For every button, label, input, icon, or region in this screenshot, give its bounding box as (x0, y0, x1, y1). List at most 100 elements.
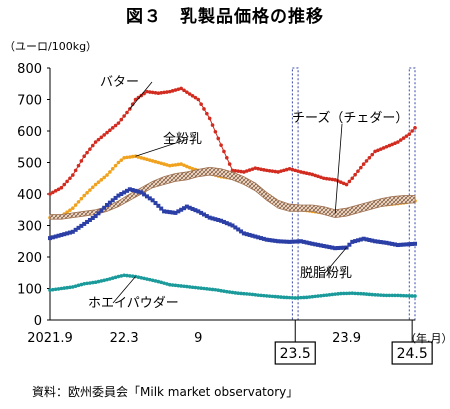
series-marker (219, 288, 223, 293)
highlight-label: 23.5 (280, 346, 311, 362)
series-marker (59, 286, 64, 291)
series-marker (407, 294, 412, 298)
y-tick-label: 400 (17, 188, 42, 203)
highlight-label-box (391, 341, 433, 365)
series-marker (376, 148, 380, 153)
series-marker (193, 208, 198, 213)
series-marker (244, 169, 249, 173)
series-marker (307, 241, 312, 246)
series-marker (85, 219, 90, 224)
y-tick-label: 300 (17, 220, 42, 235)
series-marker (70, 229, 75, 234)
series-marker (56, 233, 61, 238)
series-marker (150, 159, 155, 163)
series-marker (68, 285, 72, 290)
series-marker (153, 279, 158, 283)
series-marker (79, 159, 84, 163)
series-marker (204, 214, 209, 219)
series-marker (182, 284, 186, 289)
series-marker (105, 173, 109, 177)
series-marker (413, 294, 417, 298)
series-marker (108, 170, 112, 174)
series-marker (222, 289, 226, 293)
chart-title: 図３ 乳製品価格の推移 (126, 7, 324, 27)
series-marker (145, 89, 149, 94)
series-marker (207, 287, 212, 291)
series-band-cheddar (49, 166, 416, 220)
series-marker (264, 237, 269, 242)
series-marker (173, 88, 178, 92)
series-marker (193, 285, 198, 290)
series-marker (62, 286, 67, 290)
series-marker (176, 209, 181, 214)
series-marker (304, 171, 309, 176)
series-marker (150, 198, 155, 203)
series-marker (404, 242, 409, 247)
series-marker (108, 128, 112, 133)
series-marker (398, 293, 403, 298)
series-marker (113, 163, 118, 168)
series-marker (102, 205, 107, 210)
series-marker (102, 175, 106, 180)
series-marker (364, 237, 369, 242)
series-marker (99, 135, 104, 140)
series-marker (82, 281, 87, 286)
series-marker (116, 274, 121, 279)
series-marker (122, 155, 126, 160)
series-marker (281, 239, 286, 244)
series-marker (370, 292, 375, 297)
series-marker (150, 278, 155, 283)
series-marker (361, 162, 366, 166)
series-marker (296, 239, 301, 244)
annotation-leader-line (112, 276, 136, 304)
series-marker (224, 155, 229, 160)
series-marker (393, 141, 397, 146)
series-marker (364, 292, 369, 296)
series-marker (256, 235, 261, 240)
series-marker (333, 178, 337, 182)
series-marker (142, 276, 146, 281)
series-marker (96, 180, 101, 184)
series-marker (139, 155, 144, 160)
series-marker (153, 91, 158, 95)
series-marker (290, 295, 295, 300)
series-marker (370, 152, 375, 157)
series-marker (239, 169, 243, 174)
series-marker (159, 280, 164, 285)
series-marker (193, 95, 198, 100)
series-marker (130, 102, 135, 107)
series-marker (256, 293, 260, 297)
series-marker (367, 155, 372, 160)
series-marker (190, 94, 195, 98)
series-marker (253, 234, 258, 239)
series-marker (82, 154, 87, 158)
series-marker (213, 287, 218, 292)
series-marker (156, 203, 161, 208)
series-marker (102, 278, 106, 283)
series-marker (190, 285, 195, 290)
series-marker (356, 169, 360, 173)
series-marker (378, 147, 383, 151)
series-marker (330, 245, 335, 250)
series-marker (93, 280, 98, 285)
series-marker (344, 182, 349, 187)
series-marker (170, 163, 175, 168)
series-marker (398, 138, 403, 142)
series-marker (150, 90, 155, 95)
series-marker (384, 240, 389, 245)
series-marker (282, 295, 286, 300)
series-marker (164, 209, 169, 214)
series-marker (330, 177, 335, 182)
series-marker (224, 221, 229, 226)
series-marker (170, 210, 175, 215)
series-marker (250, 233, 255, 238)
series-marker (76, 283, 81, 288)
annotation-leader-line (135, 138, 189, 157)
y-axis-label: （ユーロ/100kg） (4, 40, 97, 53)
series-marker (159, 91, 164, 95)
series-marker (284, 239, 289, 244)
series-marker (196, 97, 201, 102)
highlight-label: 24.5 (397, 346, 428, 362)
series-marker (187, 285, 192, 289)
series-marker (156, 91, 161, 95)
